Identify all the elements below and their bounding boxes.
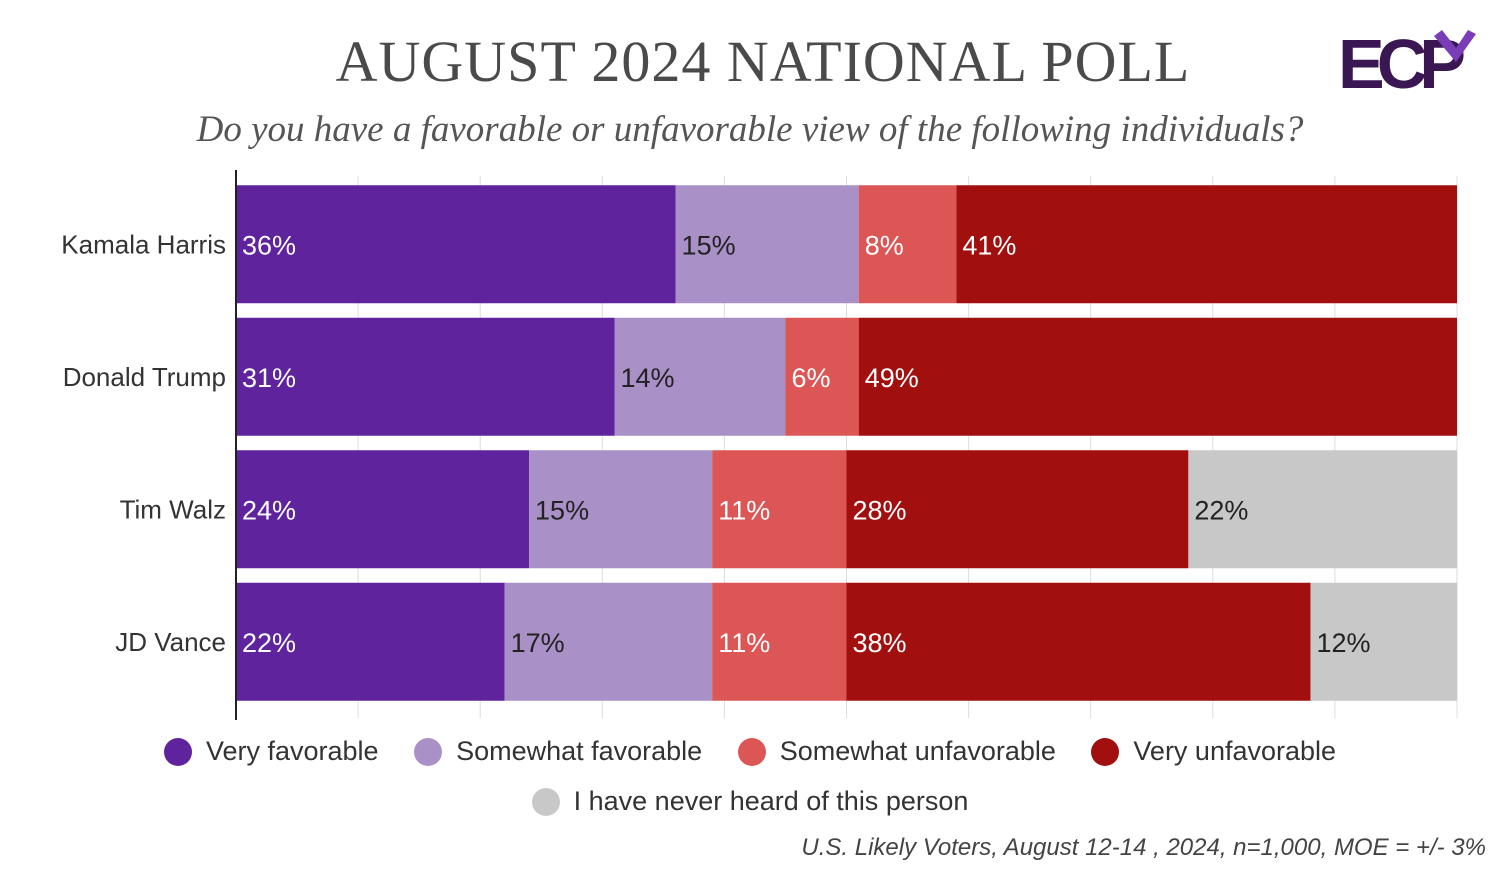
legend-item-very-unfavorable: Very unfavorable <box>1091 736 1336 767</box>
bar-segment <box>236 317 615 436</box>
data-label: 28% <box>853 495 907 525</box>
category-label: JD Vance <box>115 627 226 657</box>
data-label: 31% <box>242 363 296 393</box>
bar-segment <box>858 317 1457 436</box>
logo-text: ECP <box>1338 28 1464 92</box>
data-label: 22% <box>242 628 296 658</box>
legend-label: Very favorable <box>205 736 379 766</box>
bar-segment <box>236 185 676 304</box>
data-label: 8% <box>865 230 904 260</box>
data-label: 17% <box>511 628 565 658</box>
data-label: 41% <box>962 230 1016 260</box>
ecp-logo: ECP <box>1338 25 1478 103</box>
legend-label: Very unfavorable <box>1133 736 1337 766</box>
data-label: 22% <box>1194 495 1248 525</box>
category-label: Donald Trump <box>63 362 226 392</box>
chart-footnote: U.S. Likely Voters, August 12-14 , 2024,… <box>801 834 1486 861</box>
legend-row-2: I have never heard of this person <box>0 786 1500 823</box>
legend-item-never-heard: I have never heard of this person <box>531 786 969 817</box>
legend-label: Somewhat unfavorable <box>779 736 1056 766</box>
legend-item-somewhat-favorable: Somewhat favorable <box>414 736 702 767</box>
data-label: 38% <box>853 628 907 658</box>
bar-segment <box>846 450 1189 569</box>
data-label: 15% <box>535 495 589 525</box>
bar-segment <box>858 185 957 304</box>
legend-label: I have never heard of this person <box>573 786 969 816</box>
chart-title: AUGUST 2024 NATIONAL POLL <box>335 29 1191 94</box>
data-label: 24% <box>242 495 296 525</box>
chart-svg: Kamala Harris 36% 15% 8% 41% Donald Trump 31% 1… <box>61 166 1458 720</box>
bar-segment <box>712 450 847 569</box>
bar-segment <box>785 317 859 436</box>
bar-segment <box>846 582 1311 701</box>
legend-row-1: Very favorable Somewhat favorable Somewh… <box>0 736 1500 773</box>
data-label: 6% <box>791 363 830 393</box>
data-label: 15% <box>682 230 736 260</box>
data-label: 49% <box>865 363 919 393</box>
data-label: 14% <box>621 363 675 393</box>
legend-swatch-very-unfavorable <box>1091 737 1120 766</box>
bar-segment <box>236 450 530 569</box>
bar-segment <box>1310 582 1457 701</box>
bar-segment <box>236 582 505 701</box>
bar-segment <box>675 185 859 304</box>
legend-swatch-somewhat-favorable <box>414 737 443 766</box>
bar-segment <box>614 317 786 436</box>
data-label: 12% <box>1316 628 1370 658</box>
ecp-logo-mark: ECP <box>1338 25 1476 103</box>
legend-label: Somewhat favorable <box>456 736 703 766</box>
logo-checkmark <box>1434 30 1476 62</box>
legend-item-somewhat-unfavorable: Somewhat unfavorable <box>737 736 1056 767</box>
bar-segment <box>1188 450 1457 569</box>
data-label: 36% <box>242 230 296 260</box>
data-label: 11% <box>718 495 770 525</box>
legend-swatch-very-favorable <box>163 737 192 766</box>
chart-subtitle: Do you have a favorable or unfavorable v… <box>196 109 1304 150</box>
category-label: Kamala Harris <box>61 229 226 259</box>
legend-swatch-somewhat-unfavorable <box>737 737 766 766</box>
bar-segment <box>529 450 713 569</box>
bar-segment <box>712 582 847 701</box>
bar-segment <box>956 185 1457 304</box>
bar-segment <box>504 582 713 701</box>
stacked-bar-chart: Kamala Harris 36% 15% 8% 41% Donald Trump 31% 1… <box>0 166 1500 730</box>
legend-item-very-favorable: Very favorable <box>163 736 379 767</box>
legend-swatch-never-heard <box>531 787 560 816</box>
data-label: 11% <box>718 628 770 658</box>
category-label: Tim Walz <box>120 494 226 524</box>
